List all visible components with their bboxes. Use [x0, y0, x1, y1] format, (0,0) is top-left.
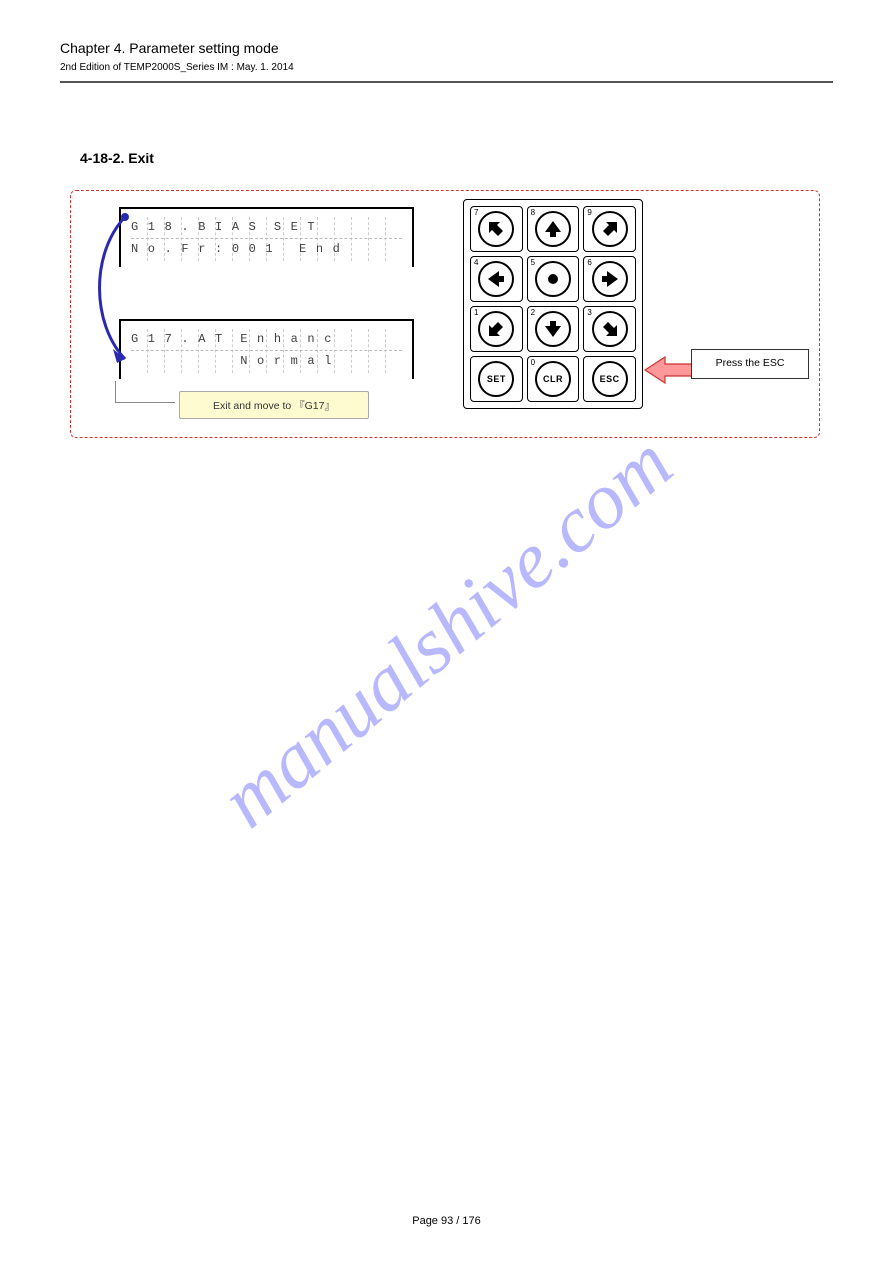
red-pointer-arrow-icon: [643, 355, 695, 385]
key-circle: [592, 261, 628, 297]
lcd-line: G 1 8 . B I A S S E T: [131, 217, 402, 239]
keypad: 7 8 9 4 5 6 1 2 3 SET 0 CLR ESC: [463, 199, 643, 409]
key-text: CLR: [543, 374, 563, 384]
arrow-up-key[interactable]: 8: [527, 206, 580, 252]
arrow-down-key[interactable]: 2: [527, 306, 580, 352]
key-circle: [478, 211, 514, 247]
key-digit: 6: [587, 258, 591, 267]
key-digit: 0: [531, 358, 535, 367]
key-digit: 5: [531, 258, 535, 267]
key-circle: CLR: [535, 361, 571, 397]
key-circle: SET: [478, 361, 514, 397]
key-circle: [478, 311, 514, 347]
lcd-line: G 1 7 . A T E n h a n c: [131, 329, 402, 351]
arrow-right-key[interactable]: 6: [583, 256, 636, 302]
key-digit: 1: [474, 308, 478, 317]
dot-key[interactable]: 5: [527, 256, 580, 302]
key-circle: [592, 311, 628, 347]
page-header: Chapter 4. Parameter setting mode 2nd Ed…: [60, 40, 833, 83]
key-digit: 9: [587, 208, 591, 217]
lcd-line: N o . F r : 0 0 1 E n d: [131, 239, 402, 261]
lcd-text: G 1 7 . A T E n h a n c N o r m a l: [131, 329, 402, 373]
key-digit: 4: [474, 258, 478, 267]
revision-line: 2nd Edition of TEMP2000S_Series IM : May…: [60, 62, 833, 73]
section-title: 4-18-2. Exit: [80, 150, 154, 166]
arrow-up-left-key[interactable]: 7: [470, 206, 523, 252]
key-circle: [592, 211, 628, 247]
page-number: Page 93 / 176: [0, 1215, 893, 1227]
key-text: SET: [487, 374, 506, 384]
arrow-left-key[interactable]: 4: [470, 256, 523, 302]
esc-key[interactable]: ESC: [583, 356, 636, 402]
key-circle: [535, 261, 571, 297]
transition-note: Exit and move to 『G17』: [179, 391, 369, 419]
key-text: ESC: [600, 374, 620, 384]
key-circle: [478, 261, 514, 297]
key-circle: ESC: [592, 361, 628, 397]
transition-arrow-icon: [85, 213, 131, 373]
chapter-title: Chapter 4. Parameter setting mode: [60, 40, 833, 56]
header-rule: [60, 81, 833, 83]
key-circle: [535, 211, 571, 247]
set-key[interactable]: SET: [470, 356, 523, 402]
lcd-line: N o r m a l: [131, 351, 402, 373]
arrow-down-right-key[interactable]: 3: [583, 306, 636, 352]
key-circle: [535, 311, 571, 347]
clr-key[interactable]: 0 CLR: [527, 356, 580, 402]
arrow-up-right-key[interactable]: 9: [583, 206, 636, 252]
key-digit: 2: [531, 308, 535, 317]
arrow-down-left-key[interactable]: 1: [470, 306, 523, 352]
key-digit: 3: [587, 308, 591, 317]
lcd-text: G 1 8 . B I A S S E T N o . F r : 0 0 1 …: [131, 217, 402, 261]
lcd-screen-top: G 1 8 . B I A S S E T N o . F r : 0 0 1 …: [119, 207, 414, 267]
key-digit: 7: [474, 208, 478, 217]
lcd-screen-bottom: G 1 7 . A T E n h a n c N o r m a l: [119, 319, 414, 379]
diagram-container: G 1 8 . B I A S S E T N o . F r : 0 0 1 …: [70, 190, 820, 438]
watermark-text: manualshive.com: [204, 417, 690, 845]
key-digit: 8: [531, 208, 535, 217]
press-esc-label: Press the ESC: [691, 349, 809, 379]
bracket-line: [115, 381, 175, 403]
